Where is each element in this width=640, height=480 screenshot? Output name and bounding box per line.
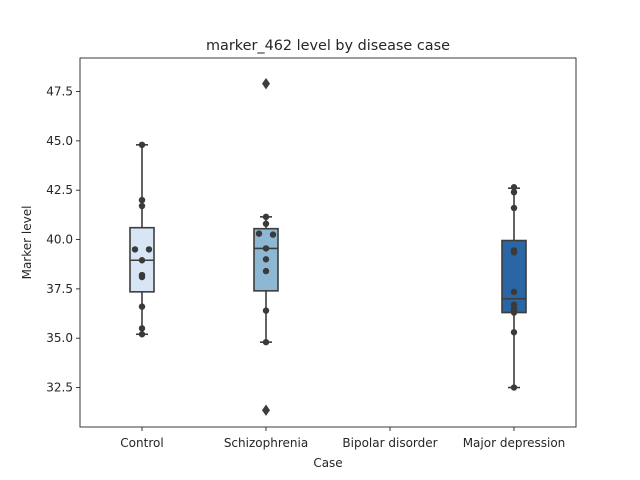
data-point (262, 338, 270, 346)
data-point (138, 141, 146, 149)
y-tick-label: 45.0 (46, 134, 73, 148)
data-point (138, 325, 146, 332)
outlier-marker (262, 77, 270, 90)
data-point (255, 230, 263, 237)
data-point (138, 196, 146, 204)
data-point (262, 267, 270, 275)
y-axis-title: Marker level (20, 206, 34, 280)
data-point (262, 307, 270, 314)
data-point (138, 202, 146, 210)
data-point (145, 246, 153, 253)
data-point (510, 309, 518, 316)
data-point (510, 188, 518, 196)
data-point (262, 256, 270, 263)
data-point (262, 213, 270, 221)
x-tick-label: Control (120, 436, 163, 450)
y-tick-label: 47.5 (46, 85, 73, 99)
y-axis: 32.5 35.0 37.5 40.0 42.5 45.0 47.5 (46, 85, 80, 395)
points-layer (131, 141, 518, 391)
x-axis: Control Schizophrenia Bipolar disorder Majo… (120, 427, 565, 450)
data-point (269, 231, 277, 238)
x-tick-label: Major depression (463, 436, 566, 450)
data-point (131, 246, 139, 253)
box-major-depression (501, 239, 527, 314)
data-point (510, 288, 518, 296)
data-point (510, 384, 518, 391)
data-point (510, 329, 518, 336)
y-tick-label: 40.0 (46, 233, 73, 247)
data-point (138, 331, 146, 338)
x-tick-label: Bipolar disorder (342, 436, 437, 450)
data-point (510, 249, 518, 256)
y-tick-label: 42.5 (46, 183, 73, 197)
data-point (510, 184, 518, 191)
x-axis-title: Case (313, 456, 342, 470)
x-tick-label: Schizophrenia (224, 436, 308, 450)
y-tick-label: 37.5 (46, 282, 73, 296)
data-point (138, 257, 146, 264)
data-point (262, 220, 270, 227)
data-point (138, 273, 146, 281)
outlier-marker (262, 404, 270, 416)
chart-title: marker_462 level by disease case (206, 38, 450, 54)
data-point (262, 245, 270, 252)
data-point (138, 303, 146, 310)
y-tick-label: 32.5 (46, 381, 73, 395)
plot-frame (79, 57, 577, 428)
y-tick-label: 35.0 (46, 331, 73, 345)
data-point (510, 204, 518, 212)
